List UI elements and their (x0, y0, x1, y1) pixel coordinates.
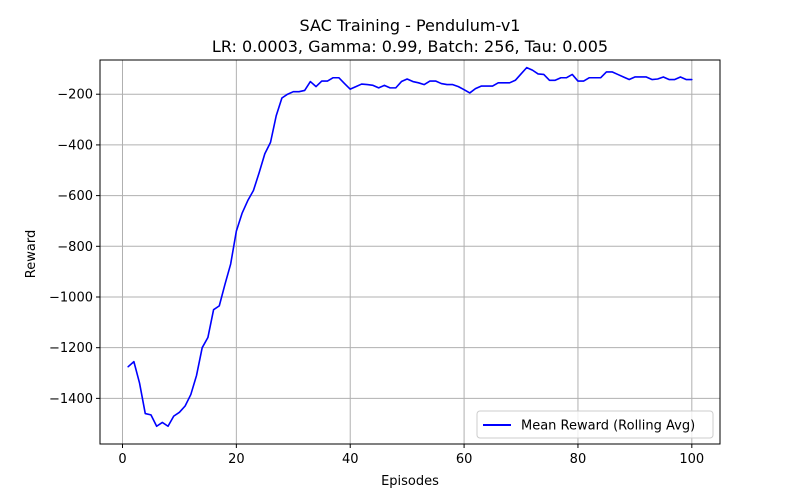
series-line-mean-reward (127, 66, 693, 428)
y-tick-label: −1200 (49, 341, 93, 356)
plot-area (99, 59, 721, 445)
y-tick-label: −400 (57, 138, 93, 153)
grid-lines (100, 60, 720, 444)
legend-box (476, 410, 714, 439)
y-axis-ticks: −1400 −1200 −1000 −800 −600 −400 −200 (49, 88, 100, 407)
x-tick-label: 80 (570, 452, 587, 467)
x-tick-label: 60 (456, 452, 473, 467)
y-tick-label: −1400 (49, 392, 93, 407)
legend: Mean Reward (Rolling Avg) (476, 410, 714, 439)
y-tick-label: −200 (57, 88, 93, 103)
y-tick-label: −800 (57, 240, 93, 255)
x-tick-label: 0 (118, 452, 126, 467)
series-layer (127, 66, 693, 428)
x-axis-ticks: 0 20 40 60 80 100 (118, 444, 704, 467)
x-tick-label: 40 (342, 452, 359, 467)
y-tick-label: −1000 (49, 290, 93, 305)
chart-title: SAC Training - Pendulum-v1 (300, 16, 521, 35)
x-axis-label: Episodes (381, 474, 439, 489)
legend-label: Mean Reward (Rolling Avg) (521, 419, 695, 434)
x-tick-label: 100 (679, 452, 704, 467)
chart-subtitle: LR: 0.0003, Gamma: 0.99, Batch: 256, Tau… (212, 37, 608, 56)
x-tick-label: 20 (228, 452, 245, 467)
y-axis-label: Reward (24, 230, 39, 278)
y-tick-label: −600 (57, 189, 93, 204)
